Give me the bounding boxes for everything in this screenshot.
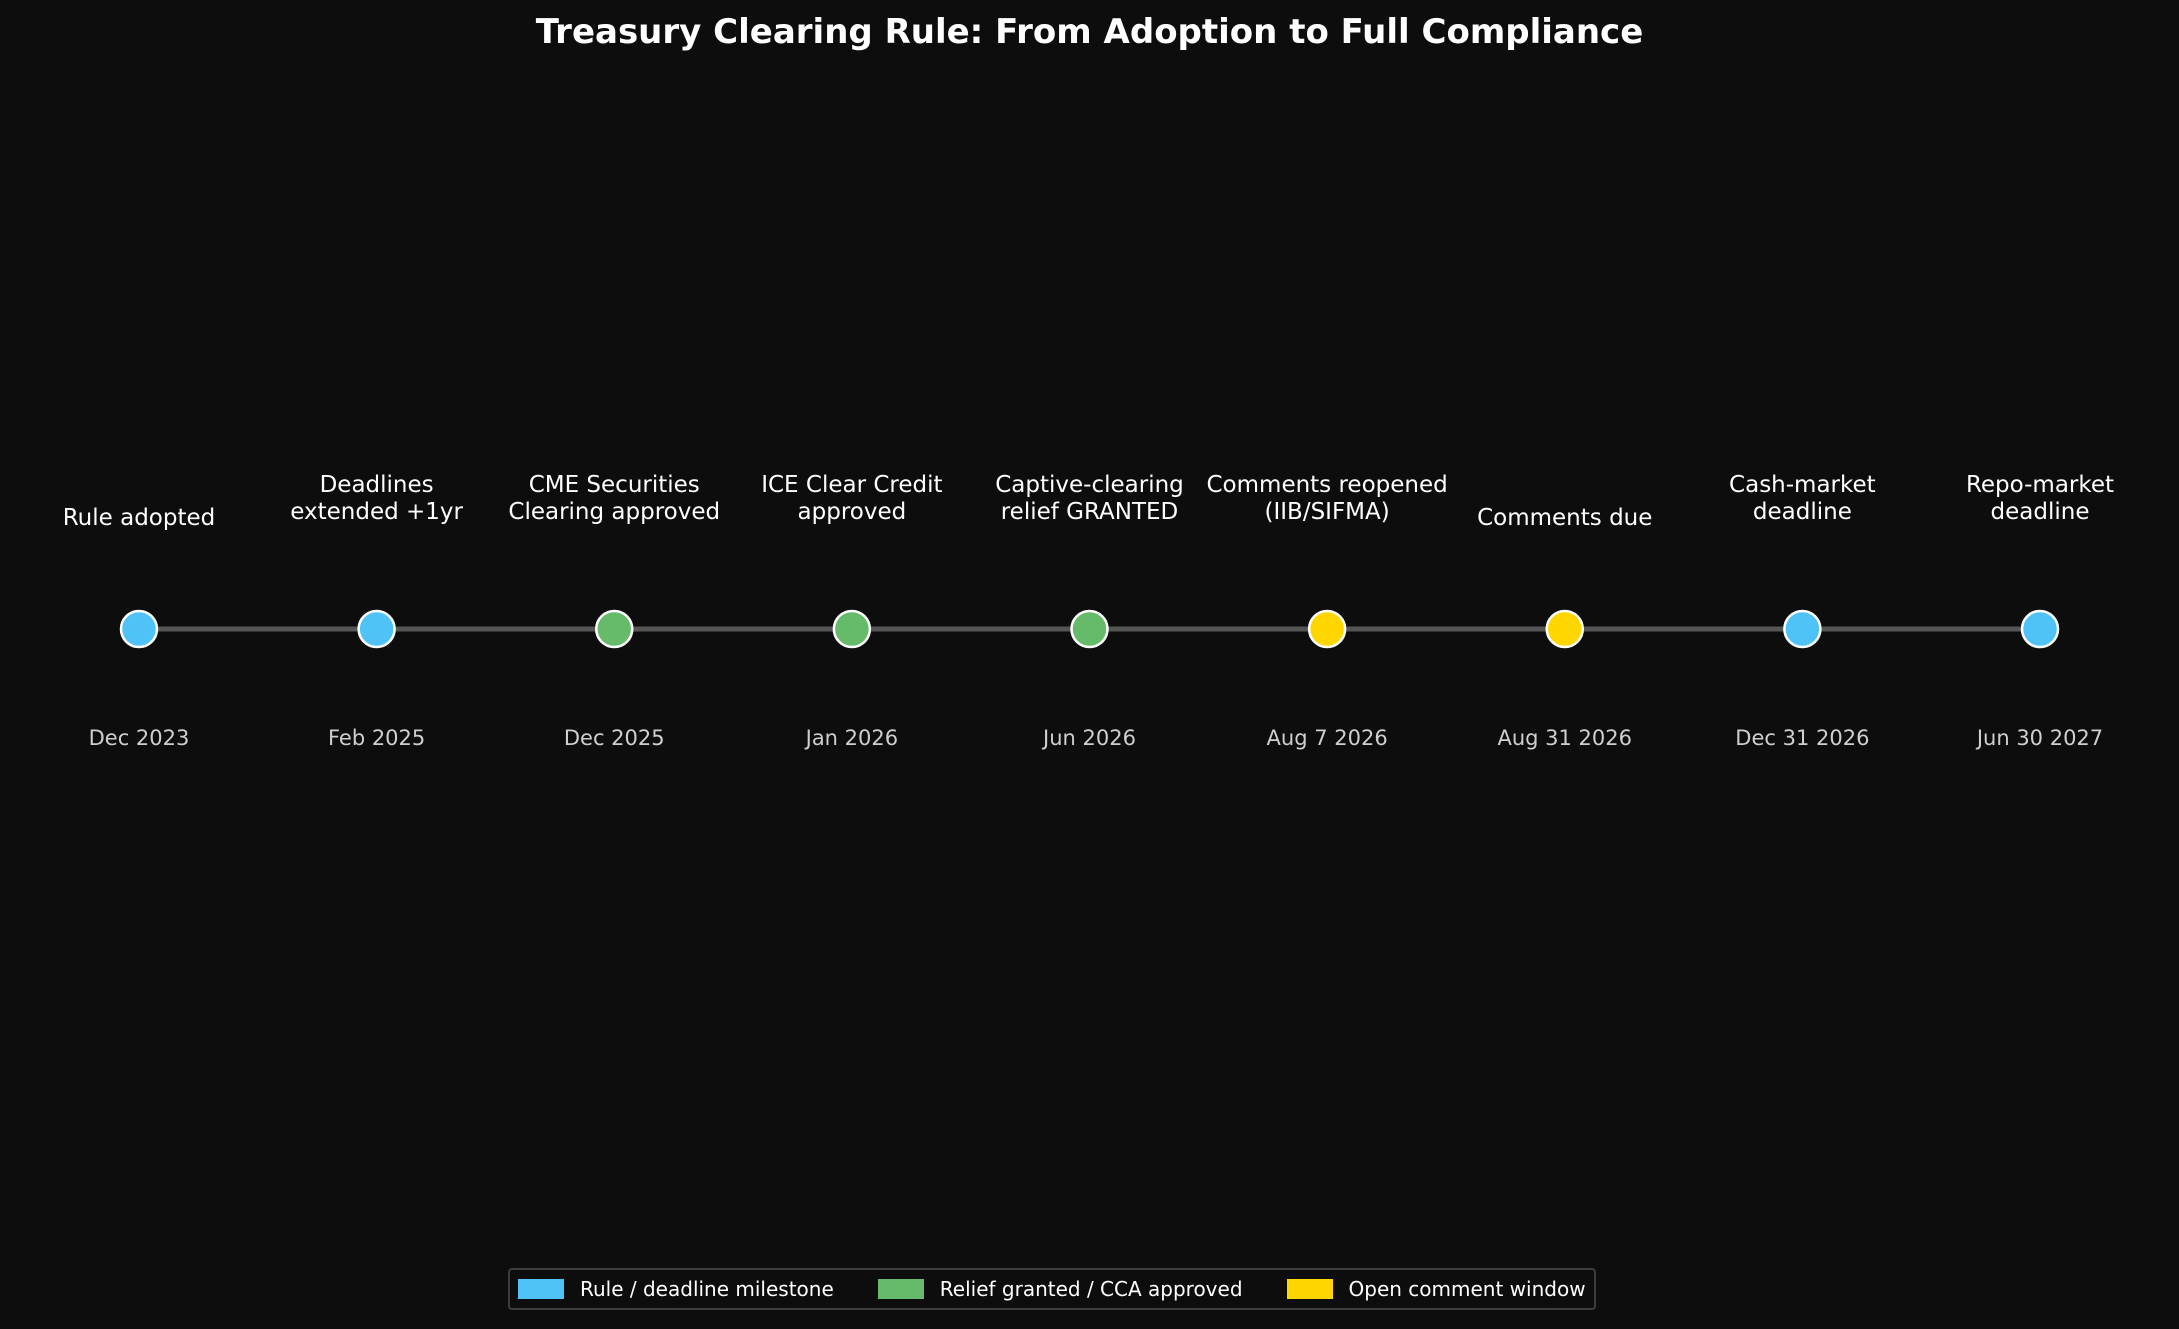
event-marker (2020, 609, 2060, 649)
event-marker (357, 609, 396, 649)
event-date: Aug 31 2026 (1497, 726, 1632, 750)
event-label: Cash-market deadline (1729, 472, 1876, 525)
timeline-event: Comments reopened (IIB/SIFMA) Aug 7 2026 (1207, 472, 1448, 750)
event-marker (832, 609, 872, 649)
event-label-line: (IIB/SIFMA) (1265, 499, 1390, 525)
event-date: Aug 7 2026 (1267, 726, 1388, 750)
event-date: Feb 2025 (328, 726, 425, 750)
event-label-line: Captive-clearing (995, 472, 1184, 498)
legend-label: Open comment window (1348, 1277, 1586, 1301)
event-label: ICE Clear Credit approved (761, 472, 942, 525)
legend-swatch (1286, 1279, 1333, 1299)
event-marker (1307, 609, 1347, 649)
event-label-line: Clearing approved (508, 499, 720, 525)
timeline-event: ICE Clear Credit approved Jan 2026 (761, 472, 942, 750)
event-label-line: approved (798, 499, 907, 525)
event-label-line: ICE Clear Credit (761, 472, 942, 498)
event-label-line: Cash-market (1729, 472, 1876, 498)
legend-label: Rule / deadline milestone (580, 1277, 834, 1301)
legend-item: Relief granted / CCA approved (877, 1277, 1243, 1301)
legend-swatch (877, 1279, 924, 1299)
timeline-event: Captive-clearing relief GRANTED Jun 2026 (995, 472, 1184, 750)
event-label: Rule adopted (63, 505, 216, 531)
event-label-line: deadline (1753, 499, 1852, 525)
legend-item: Rule / deadline milestone (518, 1277, 834, 1301)
event-marker (1783, 609, 1822, 649)
event-label-line: extended +1yr (290, 499, 463, 525)
event-date: Jun 2026 (1041, 726, 1136, 750)
chart-legend: Rule / deadline milestone Relief granted … (508, 1268, 1596, 1310)
event-label-line: Deadlines (320, 472, 434, 498)
timeline-event: Cash-market deadline Dec 31 2026 (1729, 472, 1876, 750)
event-label: Deadlines extended +1yr (290, 472, 463, 525)
event-label: Captive-clearing relief GRANTED (995, 472, 1184, 525)
event-label: Comments reopened (IIB/SIFMA) (1207, 472, 1448, 525)
legend-item: Open comment window (1286, 1277, 1586, 1301)
event-label-line: Rule adopted (63, 505, 216, 531)
event-label: Comments due (1477, 505, 1652, 531)
event-marker (1070, 609, 1109, 649)
timeline-event: Rule adopted Dec 2023 (63, 505, 216, 750)
event-date: Dec 31 2026 (1735, 726, 1869, 750)
event-label: CME Securities Clearing approved (508, 472, 720, 525)
timeline-event: Deadlines extended +1yr Feb 2025 (290, 472, 463, 750)
timeline-events: Rule adopted Dec 2023 Deadlines extended +1… (63, 472, 2114, 750)
timeline-event: CME Securities Clearing approved Dec 2025 (508, 472, 720, 750)
legend-label: Relief granted / CCA approved (939, 1277, 1243, 1301)
event-label-line: relief GRANTED (1001, 499, 1179, 525)
event-label-line: Comments reopened (1207, 472, 1448, 498)
event-date: Jan 2026 (804, 726, 899, 750)
event-label: Repo-market deadline (1966, 472, 2114, 525)
event-marker (595, 609, 634, 649)
event-date: Dec 2025 (564, 726, 665, 750)
timeline-event: Repo-market deadline Jun 30 2027 (1966, 472, 2114, 750)
event-date: Dec 2023 (89, 726, 190, 750)
timeline-event: Comments due Aug 31 2026 (1477, 505, 1652, 750)
event-marker (1545, 609, 1584, 649)
event-label-line: Repo-market (1966, 472, 2114, 498)
event-label-line: CME Securities (529, 472, 700, 498)
event-marker (119, 609, 159, 649)
event-label-line: deadline (1991, 499, 2090, 525)
event-label-line: Comments due (1477, 505, 1652, 531)
chart-title: Treasury Clearing Rule: From Adoption to… (535, 12, 1644, 52)
event-date: Jun 30 2027 (1975, 726, 2103, 750)
legend-swatch (518, 1279, 564, 1299)
